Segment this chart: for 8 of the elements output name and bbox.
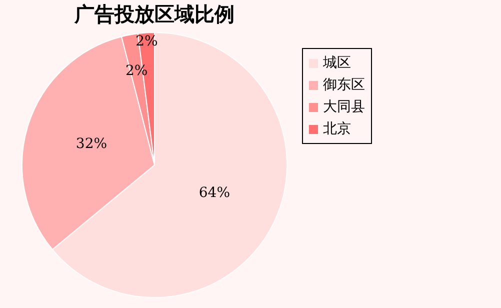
legend-label: 御东区 (323, 76, 365, 94)
legend-label: 城区 (323, 54, 351, 72)
chart-title: 广告投放区域比例 (74, 2, 234, 26)
data-label: 2% (126, 62, 148, 79)
legend-label: 大同县 (323, 98, 365, 116)
data-label: 32% (76, 136, 108, 152)
legend-label: 北京 (323, 120, 351, 138)
data-label: 64% (198, 184, 230, 201)
